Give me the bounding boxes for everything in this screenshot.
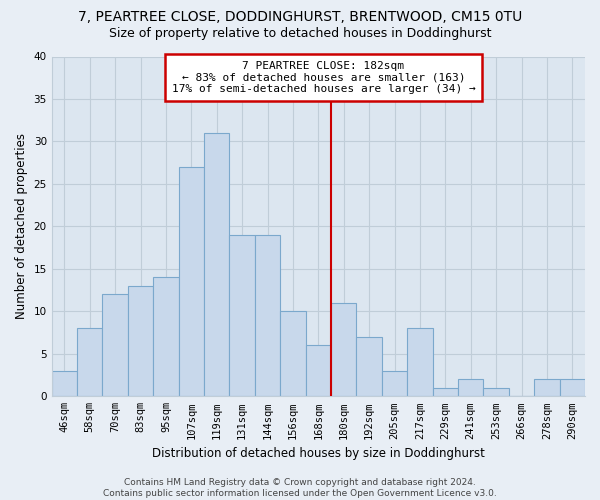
Bar [458, 380, 484, 396]
Text: 7, PEARTREE CLOSE, DODDINGHURST, BRENTWOOD, CM15 0TU: 7, PEARTREE CLOSE, DODDINGHURST, BRENTWO… [78, 10, 522, 24]
Bar [356, 337, 382, 396]
Text: Size of property relative to detached houses in Doddinghurst: Size of property relative to detached ho… [109, 28, 491, 40]
Bar [560, 380, 585, 396]
Bar [128, 286, 153, 397]
Bar [52, 371, 77, 396]
Bar [382, 371, 407, 396]
Bar [407, 328, 433, 396]
Bar [305, 346, 331, 397]
X-axis label: Distribution of detached houses by size in Doddinghurst: Distribution of detached houses by size … [152, 447, 485, 460]
Bar [77, 328, 103, 396]
Bar [331, 303, 356, 396]
Bar [280, 312, 305, 396]
Bar [255, 235, 280, 396]
Bar [484, 388, 509, 396]
Bar [153, 278, 179, 396]
Bar [433, 388, 458, 396]
Bar [103, 294, 128, 396]
Bar [179, 167, 204, 396]
Y-axis label: Number of detached properties: Number of detached properties [15, 134, 28, 320]
Bar [534, 380, 560, 396]
Text: 7 PEARTREE CLOSE: 182sqm
← 83% of detached houses are smaller (163)
17% of semi-: 7 PEARTREE CLOSE: 182sqm ← 83% of detach… [172, 60, 475, 94]
Text: Contains HM Land Registry data © Crown copyright and database right 2024.
Contai: Contains HM Land Registry data © Crown c… [103, 478, 497, 498]
Bar [204, 133, 229, 396]
Bar [229, 235, 255, 396]
